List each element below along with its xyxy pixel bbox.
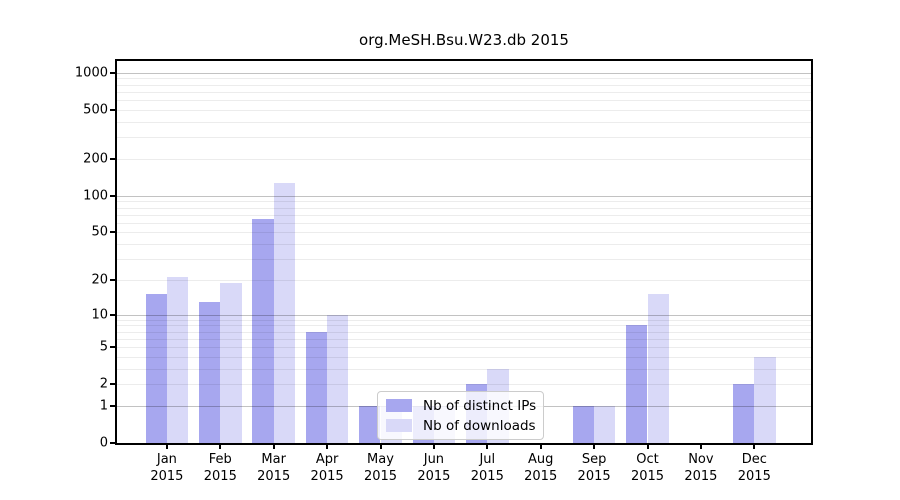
bar-jan-downloads: [166, 277, 189, 443]
y-tick-label: 2: [99, 376, 108, 392]
y-tick-label: 50: [91, 224, 108, 240]
legend-item-downloads: Nb of downloads: [386, 417, 536, 434]
bar-jan-distinct-ips: [145, 294, 167, 443]
x-tick-label-jul: Jul 2015: [470, 452, 504, 484]
y-tick-mark: [110, 278, 116, 281]
bar-mar-distinct-ips: [252, 218, 274, 443]
bar-feb-distinct-ips: [198, 301, 221, 443]
y-tick-label: 0: [99, 435, 108, 451]
x-tick-mark: [219, 444, 222, 449]
chart-title: org.MeSH.Bsu.W23.db 2015: [359, 31, 569, 49]
y-tick-label: 5: [99, 339, 108, 355]
x-tick-label-mar: Mar 2015: [257, 452, 291, 484]
legend-swatch-downloads: [386, 419, 412, 432]
x-tick-mark: [379, 444, 382, 449]
y-tick-mark: [110, 194, 116, 197]
x-tick-mark: [539, 444, 542, 449]
x-tick-mark: [753, 444, 756, 449]
x-tick-mark: [699, 444, 702, 449]
x-tick-mark: [646, 444, 649, 449]
x-tick-label-dec: Dec 2015: [737, 452, 771, 484]
legend-label-distinct-ips: Nb of distinct IPs: [423, 397, 537, 414]
x-tick-label-may: May 2015: [363, 452, 398, 484]
bars-layer: [117, 61, 811, 443]
x-tick-mark: [593, 444, 596, 449]
x-tick-label-nov: Nov 2015: [684, 452, 718, 484]
x-tick-mark: [486, 444, 489, 449]
x-tick-label-feb: Feb 2015: [203, 452, 237, 484]
plot-area: Nb of distinct IPs Nb of downloads: [115, 59, 813, 445]
x-tick-label-apr: Apr 2015: [310, 452, 344, 484]
bar-dec-distinct-ips: [732, 384, 755, 443]
x-tick-label-jan: Jan 2015: [150, 452, 184, 484]
bar-sep-downloads: [594, 405, 616, 443]
x-tick-label-sep: Sep 2015: [577, 452, 611, 484]
legend: Nb of distinct IPs Nb of downloads: [377, 391, 544, 440]
y-tick-mark: [110, 346, 116, 348]
y-tick-mark: [110, 404, 116, 407]
y-tick-mark: [110, 157, 116, 160]
y-tick-label: 10: [91, 307, 108, 322]
bar-apr-distinct-ips: [305, 331, 328, 443]
legend-label-downloads: Nb of downloads: [423, 417, 536, 434]
y-tick-label: 500: [83, 102, 108, 118]
x-tick-mark: [432, 444, 435, 449]
bar-oct-downloads: [647, 294, 669, 443]
y-tick-label: 200: [83, 151, 108, 167]
bar-may-distinct-ips: [359, 405, 381, 443]
y-tick-mark: [110, 108, 116, 111]
bar-dec-downloads: [754, 356, 776, 443]
y-tick-mark: [110, 313, 116, 316]
x-tick-mark: [326, 444, 329, 449]
x-tick-label-oct: Oct 2015: [630, 452, 665, 484]
y-tick-mark: [110, 383, 116, 386]
x-tick-mark: [272, 444, 275, 449]
y-tick-label: 1: [99, 398, 108, 414]
legend-swatch-distinct-ips: [386, 399, 412, 412]
x-tick-label-jun: Jun 2015: [417, 452, 451, 484]
y-tick-label: 20: [91, 272, 108, 288]
legend-item-distinct-ips: Nb of distinct IPs: [386, 397, 537, 414]
bar-oct-distinct-ips: [626, 325, 648, 443]
bar-mar-downloads: [273, 183, 296, 443]
bar-apr-downloads: [327, 314, 349, 443]
y-tick-mark: [110, 231, 116, 234]
x-tick-mark: [165, 444, 168, 449]
y-tick-mark: [110, 71, 116, 74]
y-tick-label: 1000: [74, 65, 108, 81]
x-tick-label-aug: Aug 2015: [524, 452, 558, 484]
y-tick-label: 100: [83, 188, 108, 204]
y-tick-mark: [110, 442, 116, 444]
bar-feb-downloads: [220, 282, 242, 443]
bar-sep-distinct-ips: [572, 405, 595, 443]
